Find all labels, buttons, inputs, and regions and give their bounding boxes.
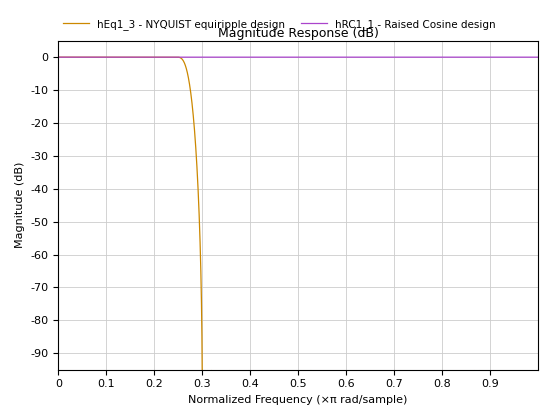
hRC1_1 - Raised Cosine design — [440, 55, 446, 60]
hEq1_3 - NYQUIST equiripple design — [115, 55, 122, 60]
Title: Magnitude Response (dB): Magnitude Response (dB) — [218, 26, 379, 39]
hEq1_3 - NYQUIST equiripple design — [55, 55, 62, 60]
hRC1_1 - Raised Cosine design — [115, 55, 122, 60]
hEq1_3 - NYQUIST equiripple design — [440, 369, 446, 374]
Y-axis label: Magnitude (dB): Magnitude (dB) — [15, 162, 25, 248]
hRC1_1 - Raised Cosine design — [83, 55, 90, 60]
hRC1_1 - Raised Cosine design — [362, 55, 369, 60]
hEq1_3 - NYQUIST equiripple design — [174, 55, 180, 60]
hEq1_3 - NYQUIST equiripple design — [534, 368, 541, 373]
hEq1_3 - NYQUIST equiripple design — [197, 239, 203, 244]
hEq1_3 - NYQUIST equiripple design — [348, 389, 354, 394]
X-axis label: Normalized Frequency (×π rad/sample): Normalized Frequency (×π rad/sample) — [188, 395, 408, 405]
hRC1_1 - Raised Cosine design — [534, 55, 541, 60]
hRC1_1 - Raised Cosine design — [348, 55, 354, 60]
Legend: hEq1_3 - NYQUIST equiripple design, hRC1_1 - Raised Cosine design: hEq1_3 - NYQUIST equiripple design, hRC1… — [58, 15, 500, 34]
hEq1_3 - NYQUIST equiripple design — [466, 370, 473, 375]
hRC1_1 - Raised Cosine design — [466, 55, 473, 60]
hRC1_1 - Raised Cosine design — [473, 55, 479, 60]
Line: hEq1_3 - NYQUIST equiripple design: hEq1_3 - NYQUIST equiripple design — [58, 57, 538, 420]
hRC1_1 - Raised Cosine design — [55, 55, 62, 60]
hEq1_3 - NYQUIST equiripple design — [362, 417, 369, 420]
hRC1_1 - Raised Cosine design — [197, 55, 203, 60]
